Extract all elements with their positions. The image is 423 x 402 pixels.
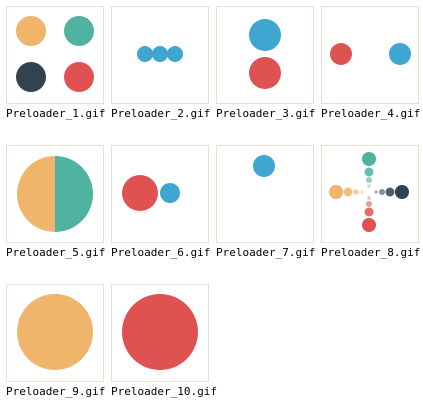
file-name: Preloader_3.gif xyxy=(216,107,316,120)
file-thumbnail[interactable] xyxy=(321,6,419,104)
file-name: Preloader_8.gif xyxy=(321,246,421,259)
file-thumbnail[interactable] xyxy=(216,6,314,104)
preloader-10-icon xyxy=(122,294,198,370)
file-name: Preloader_10.gif xyxy=(111,385,217,398)
file-name: Preloader_1.gif xyxy=(6,107,106,120)
preloader-5-icon xyxy=(17,156,93,232)
file-thumbnail[interactable] xyxy=(111,284,209,382)
preloader-1-icon xyxy=(16,16,94,92)
file-name: Preloader_4.gif xyxy=(321,107,421,120)
file-thumbnail[interactable] xyxy=(111,6,209,104)
file-name: Preloader_9.gif xyxy=(6,385,106,398)
file-name: Preloader_2.gif xyxy=(111,107,211,120)
preloader-3-icon xyxy=(249,19,281,89)
preloader-7-icon xyxy=(253,155,275,177)
file-thumbnail[interactable] xyxy=(111,145,209,243)
file-thumbnail[interactable] xyxy=(216,145,314,243)
file-thumbnail[interactable] xyxy=(6,145,104,243)
preloader-4-icon xyxy=(330,43,411,65)
file-thumbnail[interactable] xyxy=(6,6,104,104)
file-name: Preloader_6.gif xyxy=(111,246,211,259)
preloader-8-icon xyxy=(329,152,409,232)
file-name: Preloader_7.gif xyxy=(216,246,316,259)
preloader-6-icon xyxy=(122,175,180,211)
file-thumbnail[interactable] xyxy=(321,145,419,243)
preloader-2-icon xyxy=(137,46,183,62)
file-thumbnail[interactable] xyxy=(6,284,104,382)
file-name: Preloader_5.gif xyxy=(6,246,106,259)
preloader-9-icon xyxy=(17,294,93,370)
